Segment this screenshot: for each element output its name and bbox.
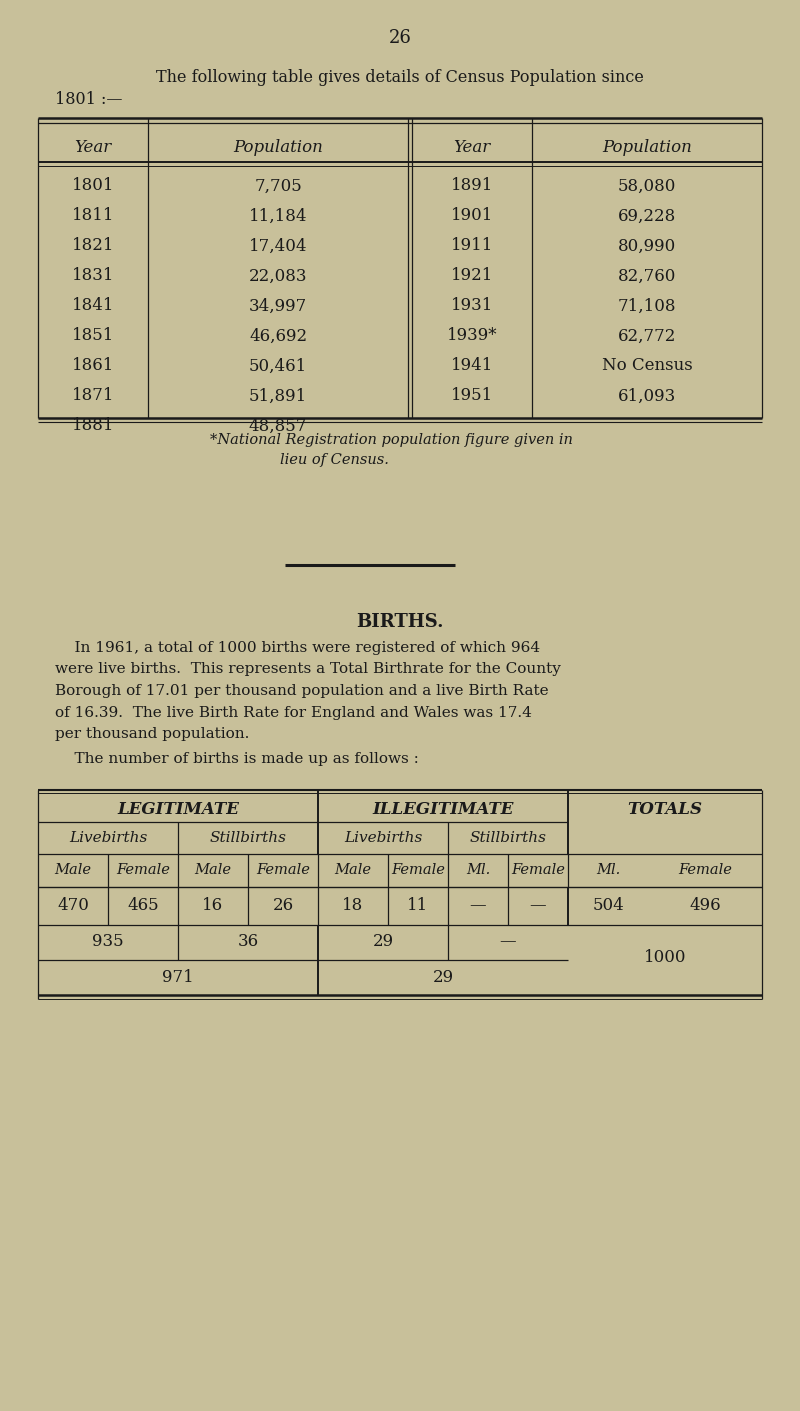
Text: 50,461: 50,461 [249,357,307,374]
Text: were live births.  This represents a Total Birthrate for the County: were live births. This represents a Tota… [55,663,561,676]
Text: Male: Male [54,864,91,878]
Text: 46,692: 46,692 [249,327,307,344]
Text: Female: Female [256,864,310,878]
Text: 1901: 1901 [451,207,493,224]
Text: Population: Population [233,140,323,157]
Text: 29: 29 [433,968,454,985]
Text: Male: Male [194,864,231,878]
Text: Stillbirths: Stillbirths [210,831,286,845]
Text: 496: 496 [689,897,721,914]
Text: 1811: 1811 [72,207,114,224]
Text: 1939*: 1939* [446,327,498,344]
Text: 7,705: 7,705 [254,178,302,195]
Text: 36: 36 [238,934,258,951]
Text: Population: Population [602,140,692,157]
Text: In 1961, a total of 1000 births were registered of which 964: In 1961, a total of 1000 births were reg… [55,641,540,655]
Text: 1841: 1841 [72,298,114,315]
Text: 1881: 1881 [72,418,114,435]
Text: of 16.39.  The live Birth Rate for England and Wales was 17.4: of 16.39. The live Birth Rate for Englan… [55,706,532,720]
Text: ILLEGITIMATE: ILLEGITIMATE [372,801,514,818]
Text: 26: 26 [389,30,411,47]
Text: 1891: 1891 [451,178,493,195]
Text: The number of births is made up as follows :: The number of births is made up as follo… [55,752,419,766]
Text: —: — [500,934,516,951]
Text: 18: 18 [342,897,364,914]
Text: LEGITIMATE: LEGITIMATE [117,801,239,818]
Text: 1831: 1831 [72,268,114,285]
Text: 470: 470 [57,897,89,914]
Text: 1921: 1921 [451,268,493,285]
Text: 82,760: 82,760 [618,268,676,285]
Text: 34,997: 34,997 [249,298,307,315]
Text: 58,080: 58,080 [618,178,676,195]
Text: Female: Female [391,864,445,878]
Text: 1821: 1821 [72,237,114,254]
Text: 1871: 1871 [72,388,114,405]
Text: Livebirths: Livebirths [344,831,422,845]
Text: BIRTHS.: BIRTHS. [356,612,444,631]
Text: 17,404: 17,404 [249,237,307,254]
Text: Year: Year [74,140,112,157]
Text: 1951: 1951 [451,388,493,405]
Text: 1801: 1801 [72,178,114,195]
Text: Male: Male [334,864,371,878]
Text: 1911: 1911 [451,237,493,254]
Text: 71,108: 71,108 [618,298,676,315]
Text: 69,228: 69,228 [618,207,676,224]
Text: 465: 465 [127,897,159,914]
Text: 29: 29 [373,934,394,951]
Text: Stillbirths: Stillbirths [470,831,546,845]
Text: 1931: 1931 [451,298,493,315]
Text: 48,857: 48,857 [249,418,307,435]
Text: 22,083: 22,083 [249,268,307,285]
Text: Female: Female [116,864,170,878]
Text: Borough of 17.01 per thousand population and a live Birth Rate: Borough of 17.01 per thousand population… [55,684,549,698]
Text: 61,093: 61,093 [618,388,676,405]
Text: 1861: 1861 [72,357,114,374]
Text: lieu of Census.: lieu of Census. [280,453,389,467]
Text: Livebirths: Livebirths [69,831,147,845]
Text: Ml.: Ml. [466,864,490,878]
Text: 971: 971 [162,968,194,985]
Text: 1851: 1851 [72,327,114,344]
Text: per thousand population.: per thousand population. [55,727,250,741]
Text: No Census: No Census [602,357,692,374]
Text: TOTALS: TOTALS [627,801,702,818]
Text: 26: 26 [273,897,294,914]
Text: 11: 11 [407,897,429,914]
Text: 1000: 1000 [644,948,686,965]
Text: 80,990: 80,990 [618,237,676,254]
Text: 16: 16 [202,897,223,914]
Text: —: — [530,897,546,914]
Text: 1941: 1941 [451,357,493,374]
Text: Female: Female [511,864,565,878]
Text: The following table gives details of Census Population since: The following table gives details of Cen… [156,69,644,86]
Text: 51,891: 51,891 [249,388,307,405]
Text: Female: Female [678,864,732,878]
Text: 935: 935 [92,934,124,951]
Text: Year: Year [454,140,490,157]
Text: 1801 :—: 1801 :— [55,92,122,109]
Text: *National Registration population figure given in: *National Registration population figure… [210,433,573,447]
Text: 62,772: 62,772 [618,327,676,344]
Text: Ml.: Ml. [596,864,620,878]
Text: —: — [470,897,486,914]
Text: 11,184: 11,184 [249,207,307,224]
Text: 504: 504 [592,897,624,914]
